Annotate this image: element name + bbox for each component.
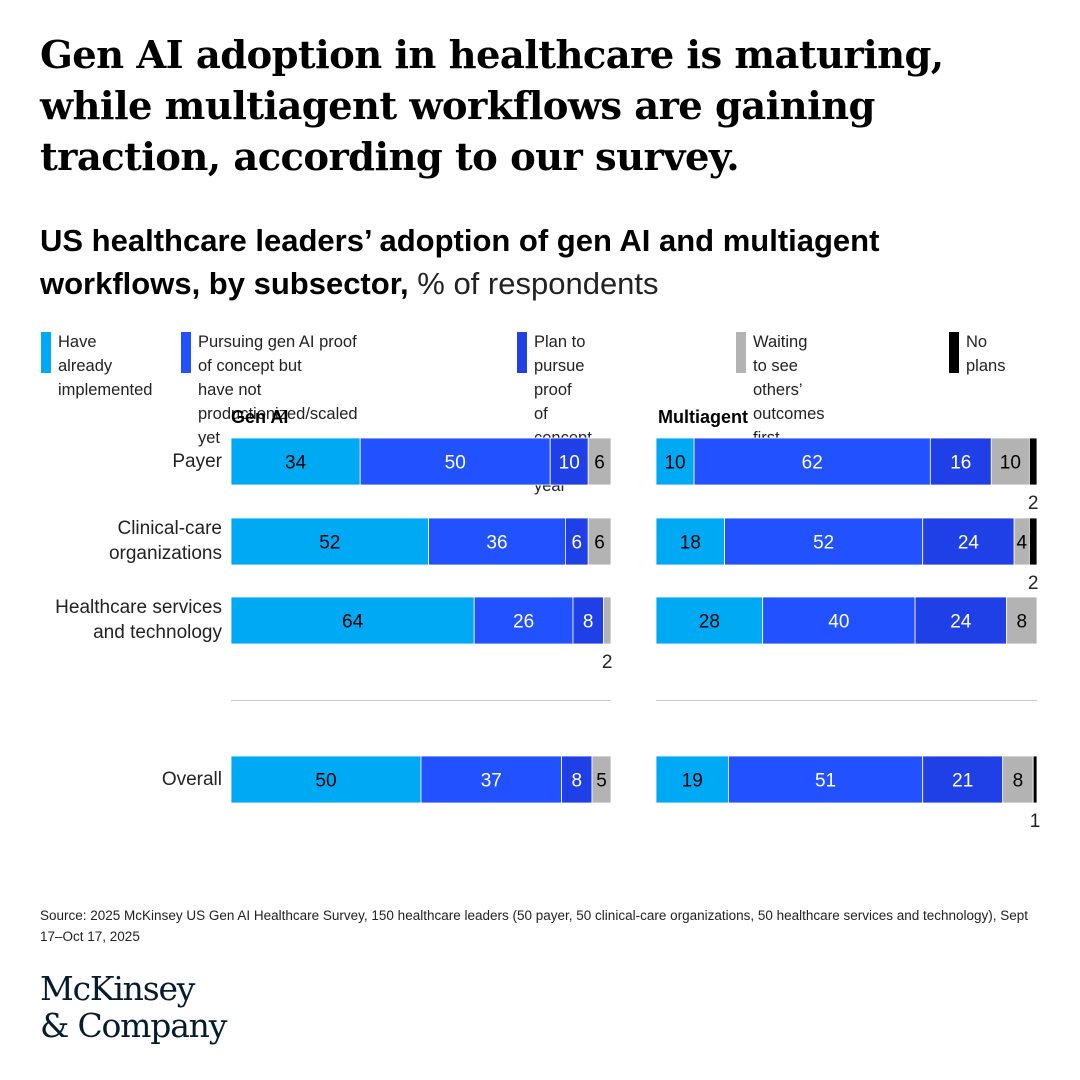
value-label-gen-ai-payer-waiting: 6: [594, 453, 605, 474]
value-label-multiagent-payer-waiting: 10: [1000, 453, 1021, 474]
value-label-multiagent-clinical-care-waiting: 4: [1016, 533, 1027, 554]
value-label-gen-ai-clinical-care-waiting: 6: [594, 533, 605, 554]
bar-multiagent-payer-waiting: [990, 437, 1030, 486]
source-note: Source: 2025 McKinsey US Gen AI Healthca…: [40, 908, 1029, 944]
legend-swatch-plan-poc: [517, 332, 527, 373]
bar-gen-ai-clinical-care-waiting: [587, 517, 612, 566]
bar-multiagent-clinical-care-pursuing-poc: [724, 517, 924, 566]
divider-multiagent: [656, 700, 1037, 701]
row-label-clinical-care: Clinical-care organizations: [108, 518, 222, 564]
value-label-multiagent-healthcare-services-plan-poc: 24: [950, 612, 972, 633]
panel-title-gen-ai: Gen AI: [231, 407, 289, 427]
value-label-multiagent-payer-plan-poc: 16: [950, 453, 971, 474]
value-label-multiagent-healthcare-services-waiting: 8: [1016, 612, 1027, 633]
value-label-multiagent-healthcare-services-pursuing-poc: 40: [828, 612, 849, 633]
bar-gen-ai-healthcare-services-implemented: [230, 596, 475, 645]
row-label-healthcare-services: Healthcare services and technology: [55, 597, 222, 643]
value-label-multiagent-overall-implemented: 19: [682, 771, 703, 792]
bar-gen-ai-payer-implemented: [230, 437, 361, 486]
value-label-gen-ai-clinical-care-implemented: 52: [319, 533, 340, 554]
bar-multiagent-clinical-care-implemented: [655, 517, 725, 566]
legend-swatch-waiting: [736, 332, 746, 373]
bar-gen-ai-healthcare-services-pursuing-poc: [473, 596, 574, 645]
bar-gen-ai-healthcare-services-plan-poc: [572, 596, 604, 645]
legend-label-pursuing-poc: Pursuing gen AI proof of concept but hav…: [198, 333, 358, 447]
value-label-gen-ai-clinical-care-plan-poc: 6: [572, 533, 583, 554]
subtitle-unit: % of respondents: [408, 266, 659, 301]
value-label-multiagent-overall-plan-poc: 21: [952, 771, 973, 792]
value-label-gen-ai-healthcare-services-pursuing-poc: 26: [513, 612, 534, 633]
bar-multiagent-healthcare-services-implemented: [655, 596, 764, 645]
bar-multiagent-payer-plan-poc: [929, 437, 992, 486]
value-label-multiagent-clinical-care-pursuing-poc: 52: [813, 533, 834, 554]
bar-gen-ai-payer-waiting: [587, 437, 612, 486]
bar-multiagent-clinical-care-plan-poc: [922, 517, 1015, 566]
bar-gen-ai-healthcare-services-waiting: [603, 596, 612, 645]
bar-gen-ai-clinical-care-implemented: [230, 517, 430, 566]
logo-line-2: & Company: [40, 1006, 227, 1045]
legend-label-waiting: Waiting to see others’ outcomes first: [753, 333, 825, 447]
bar-gen-ai-overall-pursuing-poc: [420, 755, 563, 804]
chart-subtitle: US healthcare leaders’ adoption of gen A…: [40, 219, 1040, 305]
panel-title-multiagent: Multiagent: [658, 407, 748, 427]
value-label-multiagent-clinical-care-no-plans: 2: [1028, 573, 1039, 594]
logo-line-1: McKinsey: [40, 969, 195, 1008]
bar-multiagent-overall-plan-poc: [922, 755, 1004, 804]
bar-multiagent-healthcare-services-plan-poc: [914, 596, 1007, 645]
bar-multiagent-overall-no-plans: [1032, 755, 1038, 804]
value-label-multiagent-payer-pursuing-poc: 62: [802, 453, 823, 474]
divider-gen-ai: [231, 700, 611, 701]
mckinsey-logo: McKinsey & Company: [40, 969, 227, 1045]
row-label-overall: Overall: [161, 769, 222, 790]
bar-gen-ai-payer-plan-poc: [549, 437, 589, 486]
legend-label-implemented: Have already implemented: [58, 333, 153, 399]
value-label-gen-ai-healthcare-services-implemented: 64: [342, 612, 364, 633]
value-label-gen-ai-overall-waiting: 5: [596, 771, 607, 792]
value-label-multiagent-overall-pursuing-poc: 51: [815, 771, 836, 792]
value-label-gen-ai-clinical-care-pursuing-poc: 36: [486, 533, 507, 554]
value-label-multiagent-overall-no-plans: 1: [1030, 811, 1041, 832]
bar-gen-ai-overall-implemented: [230, 755, 422, 804]
value-label-multiagent-healthcare-services-implemented: 28: [699, 612, 720, 633]
bar-multiagent-payer-pursuing-poc: [693, 437, 931, 486]
headline: Gen AI adoption in healthcare is maturin…: [40, 33, 944, 180]
value-label-gen-ai-overall-implemented: 50: [315, 771, 336, 792]
bar-multiagent-healthcare-services-waiting: [1006, 596, 1038, 645]
legend-swatch-pursuing-poc: [181, 332, 191, 373]
value-label-gen-ai-payer-implemented: 34: [285, 453, 307, 474]
bar-multiagent-overall-implemented: [655, 755, 729, 804]
bar-multiagent-clinical-care-no-plans: [1028, 517, 1038, 566]
value-label-multiagent-payer-no-plans: 2: [1028, 493, 1039, 514]
bar-multiagent-payer-no-plans: [1028, 437, 1038, 486]
value-label-multiagent-payer-implemented: 10: [664, 453, 685, 474]
bar-gen-ai-payer-pursuing-poc: [359, 437, 551, 486]
bar-multiagent-healthcare-services-pursuing-poc: [762, 596, 916, 645]
value-label-gen-ai-payer-pursuing-poc: 50: [445, 453, 466, 474]
subtitle-main: US healthcare leaders’ adoption of gen A…: [40, 223, 880, 301]
value-label-gen-ai-healthcare-services-plan-poc: 8: [583, 612, 594, 633]
row-label-payer: Payer: [172, 451, 222, 472]
value-label-gen-ai-payer-plan-poc: 10: [559, 453, 580, 474]
bar-multiagent-overall-pursuing-poc: [727, 755, 924, 804]
value-label-multiagent-clinical-care-implemented: 18: [680, 533, 701, 554]
legend-label-no-plans: No plans: [966, 333, 1006, 375]
value-label-multiagent-overall-waiting: 8: [1013, 771, 1024, 792]
bar-gen-ai-overall-waiting: [591, 755, 612, 804]
legend-swatch-implemented: [41, 332, 51, 373]
legend-swatch-no-plans: [949, 332, 959, 373]
value-label-gen-ai-healthcare-services-waiting: 2: [602, 652, 613, 673]
bar-gen-ai-overall-plan-poc: [561, 755, 593, 804]
value-label-multiagent-clinical-care-plan-poc: 24: [958, 533, 980, 554]
value-label-gen-ai-overall-pursuing-poc: 37: [481, 771, 502, 792]
value-label-gen-ai-overall-plan-poc: 8: [572, 771, 583, 792]
